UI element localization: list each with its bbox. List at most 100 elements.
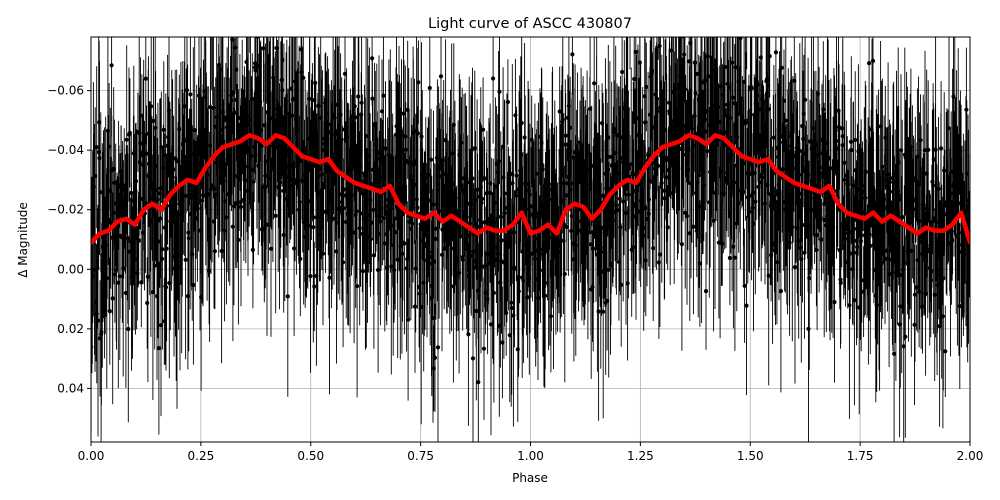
data-point bbox=[914, 179, 920, 185]
data-point bbox=[250, 96, 255, 101]
data-point bbox=[148, 219, 153, 224]
data-point bbox=[953, 161, 958, 166]
data-point bbox=[614, 203, 619, 208]
data-point bbox=[681, 152, 686, 157]
chart-title: Light curve of ASCC 430807 bbox=[428, 16, 632, 32]
data-point bbox=[894, 179, 899, 184]
data-point bbox=[701, 183, 706, 188]
data-point bbox=[569, 228, 574, 234]
data-point bbox=[840, 143, 845, 148]
data-point bbox=[662, 188, 667, 193]
data-point bbox=[133, 179, 139, 184]
data-point bbox=[588, 106, 593, 111]
data-point bbox=[661, 97, 666, 102]
data-point bbox=[431, 202, 436, 207]
data-point bbox=[542, 280, 547, 285]
data-point bbox=[778, 289, 784, 294]
data-point bbox=[909, 170, 915, 175]
data-point bbox=[808, 224, 813, 229]
data-point bbox=[472, 259, 477, 264]
data-point bbox=[429, 296, 434, 301]
data-point bbox=[643, 120, 648, 125]
data-point bbox=[890, 237, 895, 242]
data-point bbox=[575, 151, 580, 156]
data-point bbox=[874, 200, 880, 206]
data-point bbox=[818, 215, 823, 220]
data-point bbox=[364, 260, 369, 266]
data-point bbox=[331, 216, 337, 221]
data-point bbox=[889, 257, 894, 262]
data-point bbox=[728, 116, 733, 121]
data-point bbox=[379, 109, 385, 114]
data-point bbox=[745, 195, 750, 200]
data-point bbox=[299, 70, 304, 75]
data-point bbox=[561, 238, 566, 243]
data-point bbox=[319, 172, 324, 177]
data-point bbox=[330, 194, 335, 199]
data-point bbox=[822, 156, 827, 161]
data-point bbox=[905, 249, 910, 254]
data-point bbox=[516, 275, 521, 280]
data-point bbox=[754, 111, 759, 116]
data-point bbox=[315, 190, 320, 195]
data-point bbox=[352, 230, 357, 235]
data-point bbox=[540, 247, 545, 252]
data-point bbox=[885, 178, 890, 183]
data-point bbox=[383, 146, 388, 151]
data-point bbox=[312, 284, 317, 289]
data-point bbox=[485, 251, 490, 256]
data-point bbox=[510, 181, 515, 186]
data-point bbox=[486, 261, 491, 266]
data-point bbox=[403, 134, 408, 139]
data-point bbox=[370, 96, 375, 101]
data-point bbox=[406, 317, 411, 322]
data-point bbox=[95, 266, 100, 271]
data-point bbox=[208, 187, 214, 192]
data-point bbox=[171, 266, 177, 271]
data-point bbox=[322, 141, 327, 146]
data-point bbox=[386, 197, 391, 202]
data-point bbox=[940, 314, 946, 319]
data-point bbox=[742, 283, 747, 288]
data-point bbox=[951, 94, 956, 99]
data-point bbox=[326, 199, 332, 204]
data-point bbox=[548, 314, 554, 319]
y-tick-label: −0.06 bbox=[47, 84, 84, 98]
data-point bbox=[899, 272, 904, 277]
data-point bbox=[145, 274, 150, 279]
data-point bbox=[815, 233, 820, 238]
data-point bbox=[469, 253, 474, 258]
data-point bbox=[260, 184, 265, 189]
data-point bbox=[119, 169, 124, 175]
data-point bbox=[722, 143, 727, 148]
data-point bbox=[922, 206, 927, 211]
data-point bbox=[943, 349, 948, 354]
data-point bbox=[134, 227, 139, 232]
data-point bbox=[935, 267, 940, 272]
data-point bbox=[928, 246, 933, 251]
data-point bbox=[710, 121, 715, 126]
data-point bbox=[459, 140, 464, 145]
data-point bbox=[673, 126, 678, 131]
data-point bbox=[162, 225, 167, 230]
data-point bbox=[848, 139, 854, 144]
data-point bbox=[708, 128, 713, 134]
data-point bbox=[314, 152, 319, 158]
data-point bbox=[228, 128, 233, 133]
data-point bbox=[439, 252, 445, 257]
data-point bbox=[397, 170, 402, 175]
data-point bbox=[700, 155, 705, 160]
data-point bbox=[224, 215, 229, 220]
data-point bbox=[384, 265, 389, 270]
data-point bbox=[924, 171, 929, 176]
data-point bbox=[772, 248, 778, 253]
data-point bbox=[191, 282, 196, 288]
data-point bbox=[231, 90, 236, 95]
data-point bbox=[670, 125, 675, 130]
data-point bbox=[816, 91, 821, 96]
data-point bbox=[898, 304, 903, 309]
data-point bbox=[756, 184, 761, 189]
data-point bbox=[633, 49, 638, 55]
data-point bbox=[721, 191, 726, 196]
data-point bbox=[606, 267, 611, 272]
